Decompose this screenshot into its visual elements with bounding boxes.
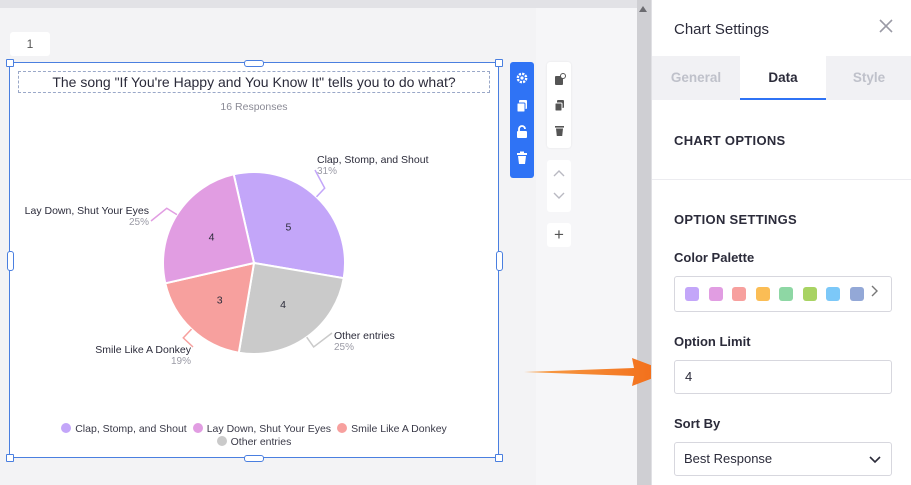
pie-slice[interactable] xyxy=(164,261,256,354)
pie-slice-label: Smile Like A Donkey xyxy=(95,344,191,356)
top-bar xyxy=(0,0,911,8)
element-toolbar xyxy=(510,62,534,178)
pie-slice[interactable] xyxy=(162,173,256,285)
pie-slice-label: Other entries xyxy=(334,330,395,342)
chart-question[interactable]: The song "If You're Happy and You Know I… xyxy=(18,71,490,93)
legend-item[interactable]: Smile Like A Donkey xyxy=(337,423,447,436)
pie-slice-label: Lay Down, Shut Your Eyes xyxy=(25,205,149,217)
resize-handle-top[interactable] xyxy=(244,60,264,67)
resize-handle-left[interactable] xyxy=(7,251,14,271)
pie-slice-value: 5 xyxy=(285,222,291,234)
palette-swatch[interactable] xyxy=(685,287,699,301)
duplicate-icon[interactable] xyxy=(547,99,571,115)
panel-title: Chart Settings xyxy=(674,21,770,38)
pie-leader-line xyxy=(306,332,333,349)
lock-icon[interactable] xyxy=(510,125,534,142)
page-number-tab[interactable]: 1 xyxy=(10,32,50,56)
chevron-down-icon[interactable] xyxy=(547,191,571,203)
resize-handle-bottom[interactable] xyxy=(244,455,264,462)
pie-leader-line xyxy=(182,328,194,348)
color-palette-label: Color Palette xyxy=(674,250,755,265)
legend-swatch xyxy=(216,436,227,446)
pie-slice-percent: 19% xyxy=(171,356,191,367)
tab-general[interactable]: General xyxy=(670,70,722,85)
chevron-right-icon[interactable] xyxy=(870,284,878,301)
tab-style[interactable]: Style xyxy=(852,70,886,85)
pie-slice-value: 4 xyxy=(209,231,215,243)
chart-legend: Clap, Stomp, and Shout Lay Down, Shut You… xyxy=(20,423,488,449)
legend-label: Clap, Stomp, and Shout xyxy=(75,423,187,435)
option-limit-label: Option Limit xyxy=(674,334,751,349)
page-toolbar xyxy=(547,62,571,148)
legend-swatch xyxy=(337,423,348,433)
option-settings-heading: OPTION SETTINGS xyxy=(674,212,797,227)
pie-slice-value: 4 xyxy=(280,299,286,311)
divider xyxy=(652,179,911,180)
add-page-icon[interactable] xyxy=(547,73,571,89)
legend-item[interactable]: Other entries xyxy=(216,436,292,449)
pie-leader-line xyxy=(314,169,326,198)
pie-slice[interactable] xyxy=(232,171,346,280)
resize-handle-top-left[interactable] xyxy=(6,59,14,67)
resize-handle-bottom-left[interactable] xyxy=(6,454,14,462)
settings-tabs: General Data Style xyxy=(652,56,911,100)
close-icon[interactable] xyxy=(878,17,894,40)
gear-icon[interactable] xyxy=(510,71,534,88)
pie-slice-percent: 25% xyxy=(129,217,149,228)
pie-slice-percent: 31% xyxy=(317,166,337,177)
legend-item[interactable]: Clap, Stomp, and Shout xyxy=(61,423,187,436)
chart-options-heading[interactable]: CHART OPTIONS xyxy=(674,133,786,148)
tab-data[interactable]: Data xyxy=(740,56,826,100)
pie-slice[interactable] xyxy=(237,261,345,355)
legend-item[interactable]: Lay Down, Shut Your Eyes xyxy=(192,423,332,436)
color-palette-picker[interactable] xyxy=(674,276,892,312)
legend-label: Lay Down, Shut Your Eyes xyxy=(206,423,332,435)
chevron-down-icon xyxy=(869,456,881,464)
palette-swatch[interactable] xyxy=(708,287,723,301)
pie-slice-value: 3 xyxy=(217,294,223,306)
palette-swatch[interactable] xyxy=(779,287,793,301)
legend-label: Other entries xyxy=(230,436,292,448)
pie-slice-percent: 25% xyxy=(334,342,354,353)
legend-label: Smile Like A Donkey xyxy=(351,423,447,435)
sort-by-label: Sort By xyxy=(674,416,721,431)
chart-settings-panel: Chart Settings General Data Style CHART … xyxy=(651,0,911,485)
pie-slice-label: Clap, Stomp, and Shout xyxy=(317,154,429,166)
copy-icon[interactable] xyxy=(510,99,534,116)
palette-swatch[interactable] xyxy=(755,287,770,301)
resize-handle-right[interactable] xyxy=(496,251,503,271)
orange-arrow-icon xyxy=(524,358,669,386)
response-count: 16 Responses xyxy=(220,101,288,113)
chevron-up-icon[interactable] xyxy=(547,168,571,180)
sort-by-value: Best Response xyxy=(684,451,773,466)
option-limit-input[interactable]: 4 xyxy=(674,360,892,394)
trash-icon[interactable] xyxy=(510,151,534,168)
resize-handle-top-right[interactable] xyxy=(495,59,503,67)
palette-swatch[interactable] xyxy=(802,287,817,301)
sort-by-select[interactable]: Best Response xyxy=(674,442,892,476)
palette-swatch[interactable] xyxy=(732,287,746,301)
legend-swatch xyxy=(192,423,203,433)
pie-leader-line xyxy=(150,207,178,222)
add-element-button[interactable]: + xyxy=(547,223,571,247)
scroll-up-icon[interactable] xyxy=(639,6,647,12)
scrollbar[interactable] xyxy=(637,0,651,485)
palette-swatch[interactable] xyxy=(849,287,864,301)
page-nav xyxy=(547,160,571,212)
delete-icon[interactable] xyxy=(547,124,571,140)
resize-handle-bottom-right[interactable] xyxy=(495,454,503,462)
palette-swatch[interactable] xyxy=(826,287,840,301)
legend-swatch xyxy=(61,423,72,433)
